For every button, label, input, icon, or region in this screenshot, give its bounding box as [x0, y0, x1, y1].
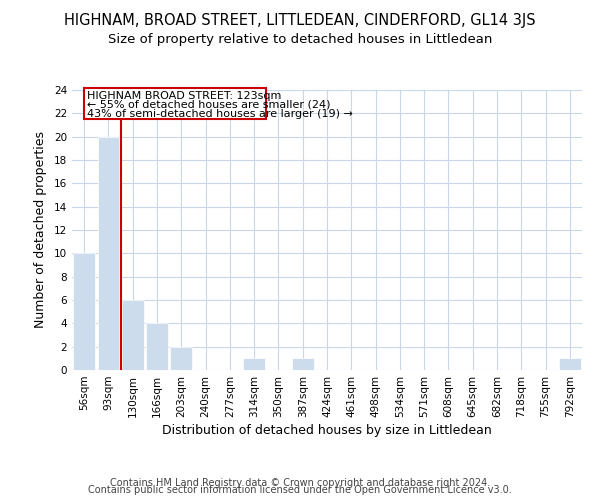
FancyBboxPatch shape — [84, 88, 266, 119]
Bar — [122, 300, 143, 370]
Text: Contains public sector information licensed under the Open Government Licence v3: Contains public sector information licen… — [88, 485, 512, 495]
Text: ← 55% of detached houses are smaller (24): ← 55% of detached houses are smaller (24… — [86, 100, 330, 110]
Bar — [73, 254, 95, 370]
Text: HIGHNAM BROAD STREET: 123sqm: HIGHNAM BROAD STREET: 123sqm — [86, 91, 281, 101]
Text: Contains HM Land Registry data © Crown copyright and database right 2024.: Contains HM Land Registry data © Crown c… — [110, 478, 490, 488]
Bar — [292, 358, 314, 370]
Bar — [170, 346, 192, 370]
Bar — [97, 136, 119, 370]
Text: 43% of semi-detached houses are larger (19) →: 43% of semi-detached houses are larger (… — [86, 108, 352, 118]
X-axis label: Distribution of detached houses by size in Littledean: Distribution of detached houses by size … — [162, 424, 492, 437]
Bar — [559, 358, 581, 370]
Text: HIGHNAM, BROAD STREET, LITTLEDEAN, CINDERFORD, GL14 3JS: HIGHNAM, BROAD STREET, LITTLEDEAN, CINDE… — [64, 12, 536, 28]
Text: Size of property relative to detached houses in Littledean: Size of property relative to detached ho… — [108, 32, 492, 46]
Bar — [243, 358, 265, 370]
Y-axis label: Number of detached properties: Number of detached properties — [34, 132, 47, 328]
Bar — [146, 324, 168, 370]
